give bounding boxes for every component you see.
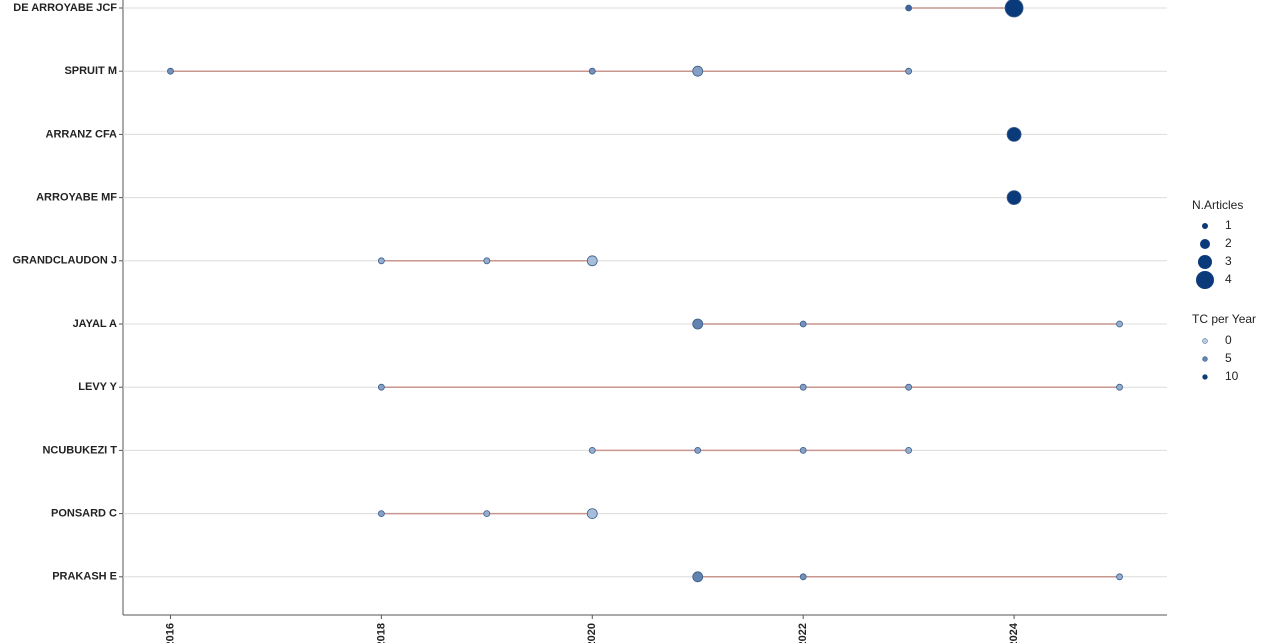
- point: [377, 257, 385, 265]
- point: [799, 446, 807, 454]
- color-legend-label: 0: [1225, 333, 1232, 347]
- x-tick-label: 2020: [586, 623, 598, 643]
- y-tick-label: PRAKASH E: [52, 571, 117, 583]
- point: [167, 67, 174, 75]
- color-legend-dot: [1202, 338, 1208, 344]
- point: [588, 446, 596, 454]
- size-legend-dot: [1196, 271, 1214, 289]
- point: [905, 446, 913, 454]
- point: [799, 320, 807, 328]
- color-legend-label: 10: [1225, 369, 1239, 383]
- size-legend-dot: [1200, 239, 1210, 249]
- y-tick-label: ARRANZ CFA: [46, 128, 118, 140]
- y-tick-label: PONSARD C: [51, 508, 117, 520]
- point: [377, 383, 385, 391]
- point: [1116, 383, 1123, 391]
- color-legend-dot: [1202, 374, 1208, 380]
- x-tick-label: 2018: [375, 623, 387, 643]
- point: [1004, 0, 1024, 18]
- point: [377, 510, 385, 517]
- y-tick-label: SPRUIT M: [64, 65, 117, 77]
- y-tick-label: GRANDCLAUDON J: [13, 255, 118, 267]
- point: [1116, 320, 1123, 328]
- size-legend-dot: [1198, 255, 1212, 269]
- y-tick-label: ARROYABE MF: [36, 192, 117, 204]
- point: [905, 383, 913, 391]
- y-tick-label: NCUBUKEZI T: [42, 444, 117, 456]
- point: [692, 65, 704, 77]
- size-legend-label: 4: [1225, 272, 1232, 286]
- x-tick-label: 2022: [797, 623, 809, 643]
- color-legend-dot: [1202, 356, 1208, 362]
- point: [483, 257, 491, 265]
- size-legend-label: 1: [1225, 218, 1232, 232]
- size-legend-label: 2: [1225, 236, 1232, 250]
- color-legend-label: 5: [1225, 351, 1232, 365]
- y-tick-label: JAYAL A: [73, 318, 117, 330]
- point: [799, 383, 807, 391]
- point: [692, 318, 704, 330]
- y-tick-label: DE ARROYABE JCF: [13, 2, 117, 14]
- point: [483, 510, 491, 517]
- point: [586, 255, 598, 267]
- point: [586, 508, 598, 519]
- point: [588, 67, 596, 75]
- size-legend-title: N.Articles: [1192, 198, 1243, 212]
- size-legend-dot: [1202, 223, 1208, 229]
- point: [905, 4, 913, 12]
- size-legend-label: 3: [1225, 254, 1232, 268]
- y-tick-label: LEVY Y: [78, 381, 117, 393]
- point: [1116, 573, 1123, 581]
- color-legend-title: TC per Year: [1192, 312, 1256, 326]
- x-tick-label: 2016: [164, 623, 176, 643]
- point: [905, 67, 913, 75]
- point: [692, 571, 704, 583]
- point: [1006, 190, 1022, 206]
- point: [799, 573, 807, 581]
- point: [694, 446, 702, 454]
- x-tick-label: 2024: [1008, 622, 1020, 643]
- point: [1006, 126, 1022, 142]
